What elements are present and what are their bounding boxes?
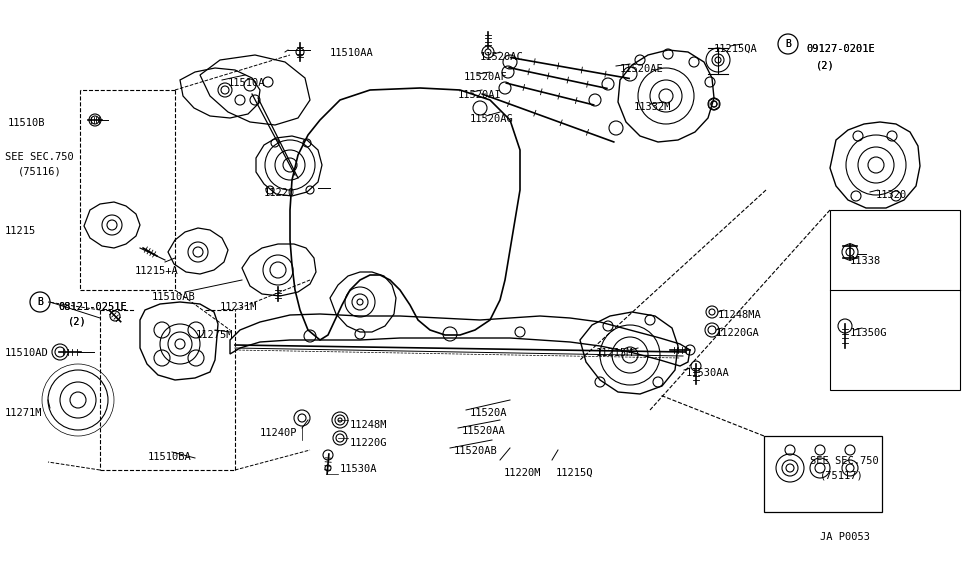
Text: 11271M: 11271M (5, 408, 43, 418)
Text: 11215+A: 11215+A (135, 266, 178, 276)
Text: 11220GA: 11220GA (716, 328, 760, 338)
Text: 11220M: 11220M (504, 468, 541, 478)
Text: 11510AA: 11510AA (330, 48, 373, 58)
Text: 11520AI: 11520AI (458, 90, 502, 100)
Text: 11215QA: 11215QA (714, 44, 758, 54)
Text: 11248M: 11248M (350, 420, 387, 430)
Text: 11530AA: 11530AA (686, 368, 729, 378)
Bar (764, 436, 882, 512)
Text: 11510AB: 11510AB (152, 292, 196, 302)
Text: 11510B: 11510B (8, 118, 46, 128)
Text: 11215M: 11215M (596, 348, 634, 358)
Text: 11248MA: 11248MA (718, 310, 761, 320)
Text: 11275M: 11275M (196, 330, 233, 340)
Text: B: B (785, 39, 791, 49)
Text: 11520AG: 11520AG (470, 114, 514, 124)
Text: (2): (2) (68, 316, 87, 326)
Text: 11231M: 11231M (220, 302, 257, 312)
Text: 09127-0201E: 09127-0201E (806, 44, 875, 54)
Text: (2): (2) (816, 60, 835, 70)
Text: 11332M: 11332M (634, 102, 672, 112)
Text: 11520AB: 11520AB (454, 446, 498, 456)
Text: (75117): (75117) (820, 470, 864, 480)
Text: SEE SEC.750: SEE SEC.750 (5, 152, 74, 162)
Text: 11520AC: 11520AC (480, 52, 524, 62)
Text: 11215: 11215 (5, 226, 36, 236)
Text: 08121-0251E: 08121-0251E (58, 302, 127, 312)
Text: 11338: 11338 (850, 256, 881, 266)
Text: 11530A: 11530A (340, 464, 377, 474)
Text: 11510BA: 11510BA (148, 452, 192, 462)
Text: B: B (37, 297, 43, 307)
Text: 11350G: 11350G (850, 328, 887, 338)
Text: 11240P: 11240P (260, 428, 297, 438)
Text: 11520AA: 11520AA (462, 426, 506, 436)
Text: 11520AE: 11520AE (620, 64, 664, 74)
Bar (830, 210, 960, 390)
Text: JA P0053: JA P0053 (820, 532, 870, 542)
Text: B: B (785, 39, 791, 49)
Text: 11220: 11220 (264, 188, 295, 198)
Text: (75116): (75116) (18, 166, 61, 176)
Text: 08121-0251E: 08121-0251E (58, 302, 127, 312)
Text: 11510AD: 11510AD (5, 348, 49, 358)
Text: (2): (2) (68, 316, 87, 326)
Text: 11520AF: 11520AF (464, 72, 508, 82)
Text: B: B (37, 297, 43, 307)
Text: (2): (2) (816, 60, 835, 70)
Text: 11520A: 11520A (470, 408, 508, 418)
Text: 09127-0201E: 09127-0201E (806, 44, 875, 54)
Text: SEE SEC.750: SEE SEC.750 (810, 456, 878, 466)
Text: 11215Q: 11215Q (556, 468, 594, 478)
Text: 11320: 11320 (876, 190, 908, 200)
Text: 11220G: 11220G (350, 438, 387, 448)
Text: 11510A: 11510A (228, 78, 265, 88)
